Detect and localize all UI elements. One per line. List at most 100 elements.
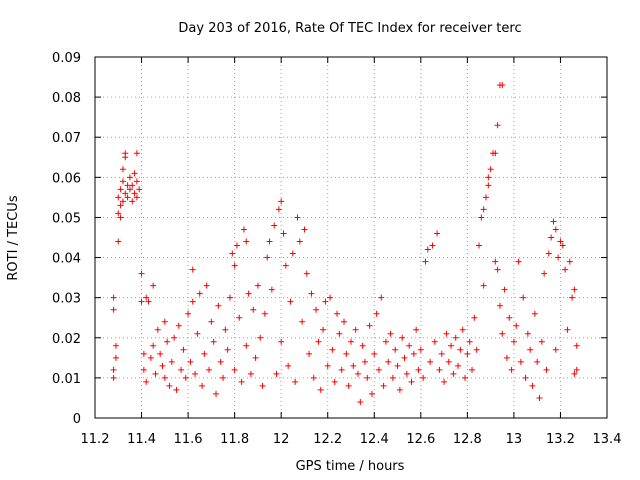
data-point [133,178,140,185]
data-point [247,370,254,377]
data-point [499,330,506,337]
data-point [129,182,136,189]
data-point [452,334,459,341]
data-point [168,358,175,365]
data-point [287,298,294,305]
data-point [159,362,166,369]
data-point [515,258,522,265]
y-tick-label: 0.02 [52,332,81,347]
data-point [185,310,192,317]
data-point [173,386,180,393]
data-point [282,262,289,269]
data-point [389,374,396,381]
data-point [517,358,524,365]
data-point [394,362,401,369]
data-point [562,266,569,273]
data-point [110,366,117,373]
data-point [280,230,287,237]
data-point [243,342,250,349]
data-point [429,242,436,249]
data-point [392,346,399,353]
x-tick-label: 11.2 [81,432,110,447]
data-point [513,322,520,329]
data-point [206,366,213,373]
data-point [496,302,503,309]
data-point [296,238,303,245]
data-point [410,350,417,357]
data-point [573,366,580,373]
data-point [480,206,487,213]
y-tick-label: 0.07 [52,131,81,146]
data-point [448,342,455,349]
data-point [238,378,245,385]
data-point [508,366,515,373]
data-point [357,398,364,405]
data-point [182,374,189,381]
data-point [522,374,529,381]
data-point [313,306,320,313]
data-point [527,346,534,353]
data-point [189,298,196,305]
data-point [317,386,324,393]
x-tick-label: 11.4 [127,432,156,447]
data-point [441,378,448,385]
data-point [213,390,220,397]
data-point [252,354,259,361]
x-tick-label: 13.4 [593,432,622,447]
data-point [194,330,201,337]
data-point [140,350,147,357]
x-tick-label: 12.4 [360,432,389,447]
y-tick-label: 0.06 [52,171,81,186]
data-point [201,350,208,357]
data-point [471,314,478,321]
data-point [478,214,485,221]
data-point [245,290,252,297]
data-point [494,122,501,129]
data-point [275,206,282,213]
data-point [420,374,427,381]
y-axis-title: ROTI / TECUs [6,195,21,280]
data-point [366,322,373,329]
data-point [350,362,357,369]
data-point [401,354,408,361]
scatter-points [110,82,580,405]
data-point [145,298,152,305]
data-point [387,330,394,337]
data-point [310,374,317,381]
data-point [138,270,145,277]
x-tick-label: 13 [506,432,523,447]
data-point [136,186,143,193]
data-point [573,342,580,349]
data-point [129,198,136,205]
y-tick-label: 0 [73,412,81,427]
data-point [199,382,206,389]
data-point [110,374,117,381]
data-point [371,350,378,357]
data-point [131,170,138,177]
data-point [192,370,199,377]
data-point [417,346,424,353]
data-point [566,258,573,265]
data-point [215,302,222,309]
data-point [427,358,434,365]
data-point [278,198,285,205]
data-point [187,358,194,365]
data-point [226,294,233,301]
x-tick-label: 12 [273,432,290,447]
data-point [236,314,243,321]
data-point [415,366,422,373]
data-point [166,382,173,389]
data-point [131,190,138,197]
chart-title: Day 203 of 2016, Rate Of TEC Index for r… [178,21,521,36]
data-point [327,294,334,301]
data-point [529,382,536,389]
data-point [364,374,371,381]
data-point [261,310,268,317]
y-tick-label: 0.05 [52,211,81,226]
data-point [133,194,140,201]
data-point [503,354,510,361]
data-point [175,322,182,329]
data-point [348,338,354,345]
